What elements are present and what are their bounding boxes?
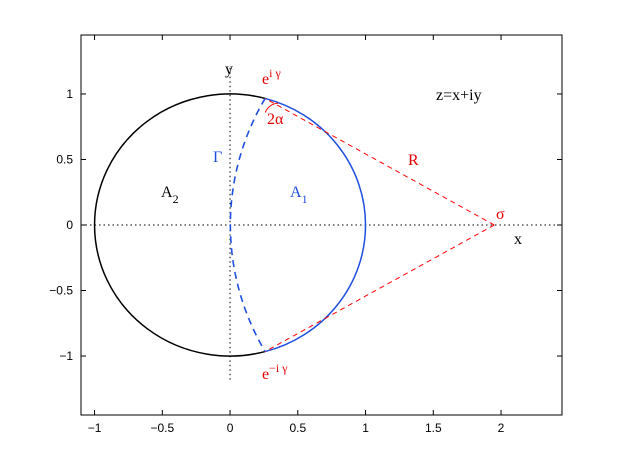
x-tick-label: 1 — [362, 421, 369, 435]
x-tick-label: 2 — [498, 421, 505, 435]
e-i-gamma-base: e — [262, 71, 269, 88]
line-R-lower — [264, 224, 495, 353]
gamma-curve-label: Γ — [213, 149, 222, 166]
A1-label: A1 — [290, 184, 308, 206]
e-i-gamma-superscript: i γ — [269, 66, 281, 80]
outer-arc-A1 — [264, 97, 367, 353]
x-axis-label: x — [514, 231, 522, 248]
A2-base: A — [161, 184, 173, 201]
sigma-label: σ — [496, 206, 505, 223]
outer-arc-A2 — [93, 93, 266, 357]
y-tick-label: 0 — [66, 218, 73, 232]
e-i-gamma-label: ei γ — [262, 66, 281, 88]
x-tick-label: −1 — [88, 421, 102, 435]
y-tick-label: −0.5 — [49, 284, 73, 298]
x-tick-label: −0.5 — [150, 421, 174, 435]
A1-subscript: 1 — [302, 192, 308, 206]
e-minus-i-gamma-label: e−i γ — [262, 361, 288, 383]
y-tick-label: −1 — [59, 349, 73, 363]
y-tick-label: 1 — [66, 87, 73, 101]
gamma-curve — [229, 98, 266, 352]
x-tick-label: 0.5 — [289, 421, 306, 435]
two-alpha-label: 2α — [267, 111, 284, 128]
R-label: R — [408, 152, 419, 169]
y-tick-label: 0.5 — [56, 152, 73, 166]
A1-base: A — [290, 184, 302, 201]
z-equation-label: z=x+iy — [436, 87, 482, 104]
line-R-upper — [264, 97, 495, 226]
A2-subscript: 2 — [173, 192, 179, 206]
plot-area — [81, 67, 562, 383]
y-axis-label: y — [225, 61, 233, 78]
x-tick-label: 1.5 — [425, 421, 442, 435]
e-minus-i-gamma-superscript: −i γ — [269, 361, 288, 375]
e-minus-i-gamma-base: e — [262, 366, 269, 383]
A2-label: A2 — [161, 184, 179, 206]
angle-arc-2alpha — [264, 102, 279, 113]
x-tick-label: 0 — [227, 421, 234, 435]
axis-ticks: −1 −0.5 0 0.5 1 1.5 2 −1 −0.5 0 0.5 1 — [49, 35, 562, 435]
